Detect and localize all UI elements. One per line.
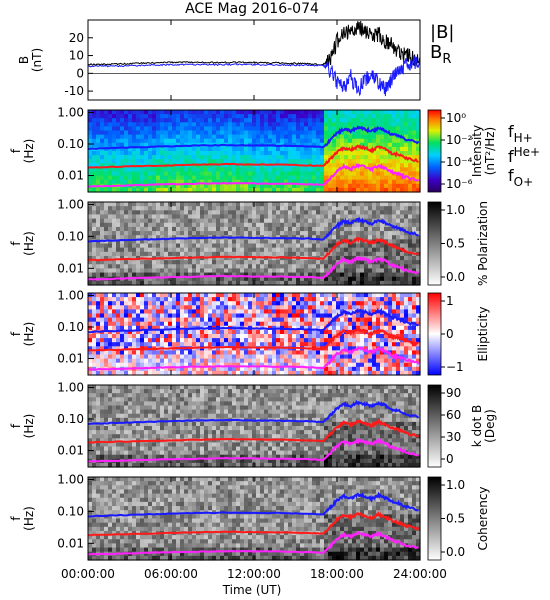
colorbar-tick-label: 0.5 — [446, 237, 465, 251]
colorbar-tick-label: 1 — [446, 294, 454, 308]
x-tick-label: 24:00:00 — [393, 567, 447, 581]
colorbar-label: % Polarization — [476, 201, 490, 286]
y-tick-label: 0.01 — [57, 536, 84, 550]
colorbar-tick-label: 10⁻⁶ — [446, 177, 473, 191]
gyro-line-h-plus — [87, 125, 420, 150]
colorbar-tick-label: 0.0 — [446, 545, 465, 559]
page-title: ACE Mag 2016-074 — [185, 1, 319, 17]
y-axis-label-f: f — [9, 148, 23, 153]
y-tick-label: 0.01 — [57, 444, 84, 458]
colorbar-tick-label: 0.5 — [446, 512, 465, 526]
colorbar-tick-label: 1.0 — [446, 203, 465, 217]
y-tick-label: 1.00 — [57, 105, 84, 119]
gyro-line-he-plus — [87, 511, 420, 537]
y-tick-label: 0.01 — [57, 169, 84, 183]
gyro-label-0: fH+ — [508, 122, 533, 145]
colorbar-tick-label: −1 — [446, 360, 464, 374]
colorbar-unit: (nT²/Hz) — [483, 127, 497, 175]
gyro-line-o-plus — [87, 255, 419, 281]
colorbar-tick-label: 0.0 — [446, 270, 465, 284]
y-tick-label: 0.10 — [57, 504, 84, 518]
y-tick-label: 0.01 — [57, 352, 84, 366]
gyro-line-h-plus — [87, 216, 419, 243]
colorbar-tick-label: 0 — [446, 452, 454, 466]
colorbar-tick-label: 30 — [446, 430, 461, 444]
y-axis-unit-hz: (Hz) — [22, 322, 36, 347]
x-tick-label: 00:00:00 — [61, 567, 115, 581]
y-axis-unit-hz: (Hz) — [22, 414, 36, 439]
x-tick-label: 12:00:00 — [227, 567, 281, 581]
colorbar-label: Coherency — [476, 486, 490, 550]
y-axis-unit-b: (nT) — [30, 48, 44, 72]
y-axis-unit-hz: (Hz) — [22, 139, 36, 164]
gyro-label-1: fHe+ — [508, 145, 540, 166]
series-line-b-r — [87, 55, 420, 97]
y-tick-label: 0.10 — [57, 412, 84, 426]
colorbar-unit: (Deg) — [483, 409, 497, 443]
colorbar-panel-2 — [427, 201, 442, 286]
gyro-line-h-plus — [87, 491, 419, 518]
gyro-label-2: fO+ — [508, 166, 533, 189]
gyro-line-he-plus — [87, 236, 420, 262]
y-tick-label: 1.00 — [57, 473, 84, 487]
colorbar-label: Intensity — [470, 125, 484, 177]
x-axis-label: Time (UT) — [222, 583, 282, 597]
colorbar-tick-label: 0 — [446, 327, 454, 341]
colorbar-label: Ellipticity — [476, 307, 490, 362]
y-tick-label: 1.00 — [57, 288, 84, 302]
y-axis-label-f: f — [9, 241, 23, 246]
y-tick-label: 0.10 — [57, 229, 84, 243]
colorbar-tick-label: 90 — [446, 386, 461, 400]
x-tick-label: 18:00:00 — [310, 567, 364, 581]
y-axis-label-f: f — [9, 516, 23, 521]
y-axis-label-b: B — [17, 56, 31, 64]
y-axis-unit-hz: (Hz) — [22, 231, 36, 256]
gyro-line-he-plus — [87, 326, 420, 352]
y-tick-label: 0 — [76, 66, 84, 80]
colorbar-label: k dot B — [470, 405, 484, 447]
gyro-line-o-plus — [87, 345, 420, 371]
series-line-b-total — [87, 20, 420, 67]
y-tick-label: 0.10 — [57, 320, 84, 334]
legend-b-r: BR — [430, 42, 451, 67]
y-tick-label: 0.01 — [57, 261, 84, 275]
gyro-line-he-plus — [87, 144, 419, 169]
colorbar-panel-5 — [427, 476, 442, 561]
gyro-line-o-plus — [87, 530, 419, 556]
colorbar-panel-1 — [427, 109, 442, 193]
legend-b-total: |B| — [430, 22, 454, 43]
colorbar-panel-3 — [427, 292, 442, 376]
x-tick-label: 06:00:00 — [144, 567, 198, 581]
y-tick-label: -10 — [64, 84, 84, 98]
colorbar-panel-4 — [427, 384, 442, 468]
y-axis-label-f: f — [9, 331, 23, 336]
gyro-line-he-plus — [87, 418, 420, 444]
colorbar-tick-label: 10⁻² — [446, 133, 473, 147]
gyro-line-o-plus — [87, 436, 420, 463]
colorbar-tick-label: 1.0 — [446, 478, 465, 492]
y-tick-label: 0.10 — [57, 137, 84, 151]
y-axis-unit-hz: (Hz) — [22, 506, 36, 531]
y-tick-label: 20 — [69, 31, 84, 45]
y-tick-label: 10 — [69, 49, 84, 63]
y-tick-label: 1.00 — [57, 380, 84, 394]
colorbar-tick-label: 60 — [446, 408, 461, 422]
gyro-line-h-plus — [87, 399, 420, 426]
gyro-line-h-plus — [87, 307, 419, 334]
gyro-line-o-plus — [87, 162, 420, 188]
y-axis-label-f: f — [9, 423, 23, 428]
colorbar-tick-label: 10⁻⁴ — [446, 155, 473, 169]
y-tick-label: 1.00 — [57, 198, 84, 212]
colorbar-tick-label: 10⁰ — [446, 111, 466, 125]
